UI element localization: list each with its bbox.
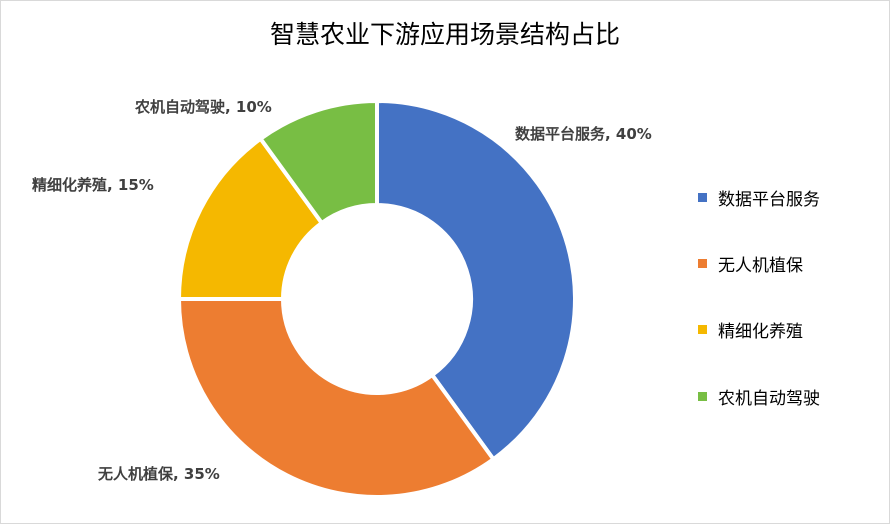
legend-item-1: 无人机植保 [698,251,803,276]
data-label-2: 精细化养殖, 15% [32,176,154,194]
legend-swatch [698,193,707,202]
chart-title: 智慧农业下游应用场景结构占比 [269,20,620,49]
donut-slice-2 [176,136,325,301]
legend-swatch [698,259,707,268]
data-label-1: 无人机植保, 35% [98,465,220,483]
legend-item-0: 数据平台服务 [698,185,820,210]
legend-item-3: 农机自动驾驶 [698,384,820,409]
donut-slice-0 [375,98,577,462]
legend-label: 农机自动驾驶 [718,389,820,409]
donut-slice-1 [176,297,497,499]
legend-label: 数据平台服务 [718,190,820,210]
legend-swatch [698,392,707,401]
legend-label: 无人机植保 [718,256,803,276]
data-label-3: 农机自动驾驶, 10% [135,98,272,116]
data-label-0: 数据平台服务, 40% [515,125,652,143]
legend-swatch [698,325,707,334]
legend-label: 精细化养殖 [718,322,803,342]
donut-slice-3 [257,98,379,226]
legend-item-2: 精细化养殖 [698,317,803,342]
